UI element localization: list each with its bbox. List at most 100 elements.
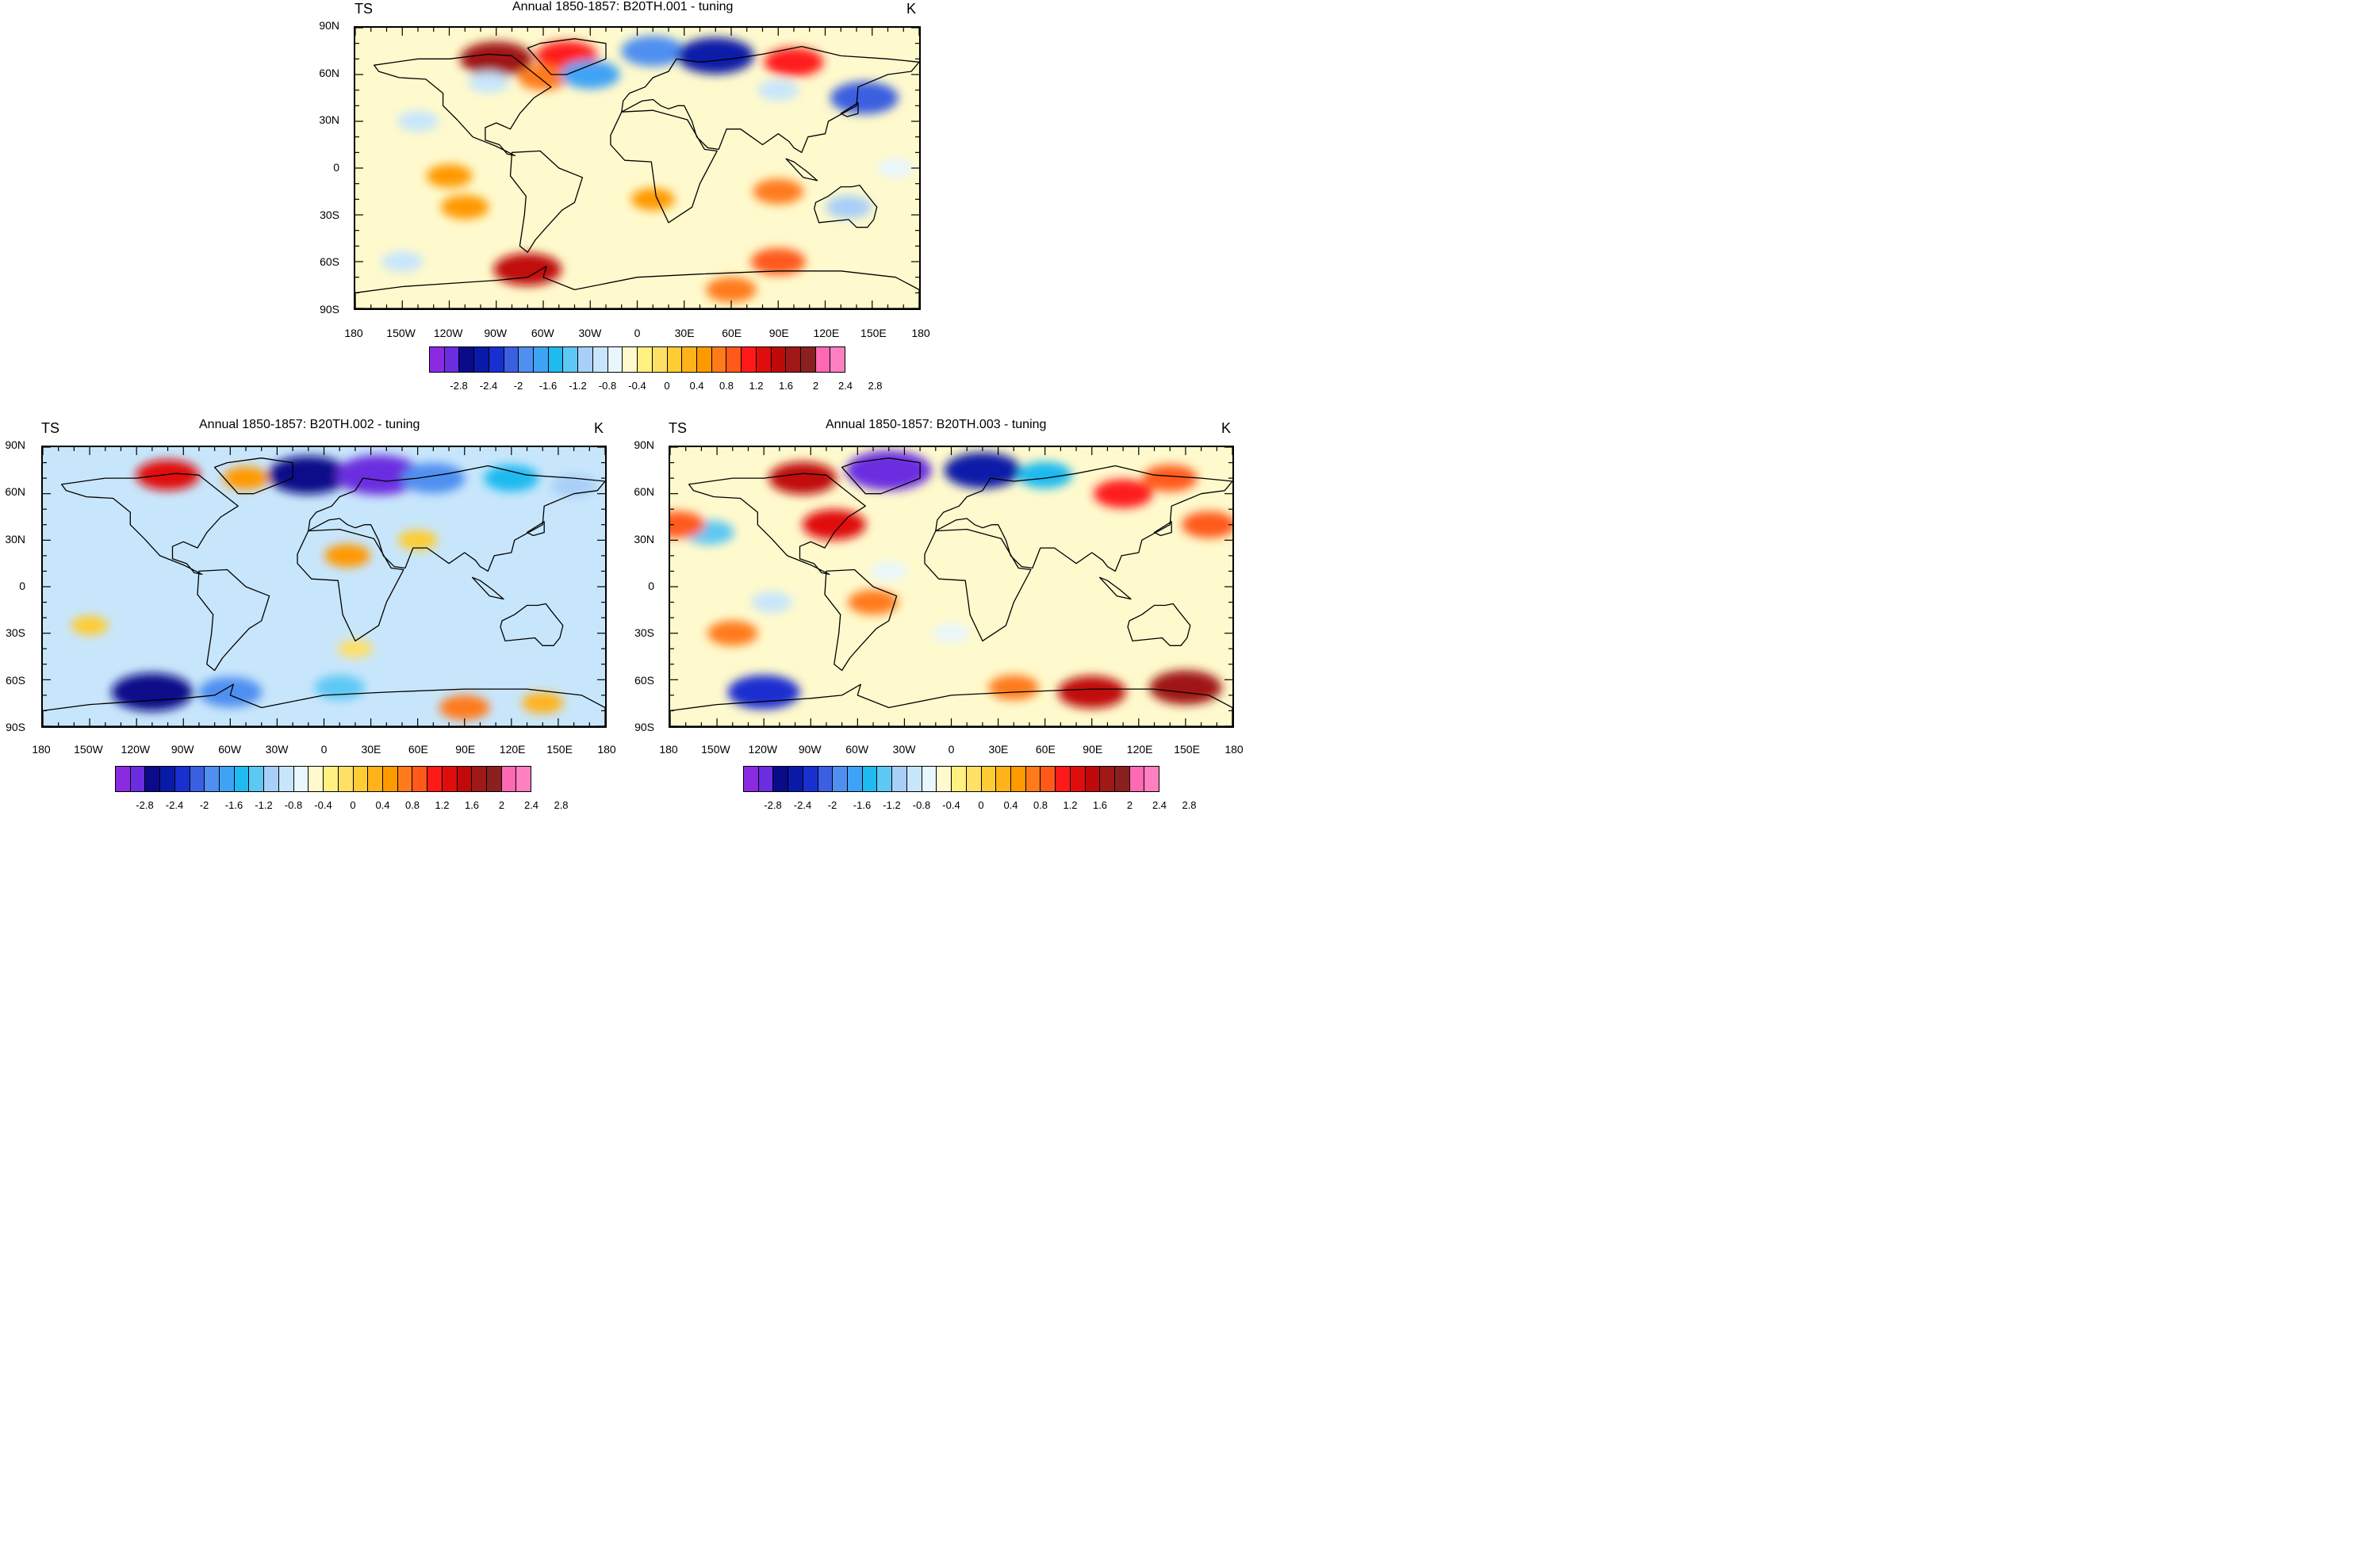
colorbar-swatch — [516, 767, 531, 791]
lon-tick-label: 30E — [361, 743, 381, 756]
anomaly-blob — [484, 465, 539, 492]
anomaly-field — [670, 450, 1232, 710]
anomaly-blob — [848, 589, 899, 615]
colorbar-swatch — [607, 347, 623, 372]
colorbar-label: 0.4 — [375, 799, 390, 811]
lat-tick-label: 90S — [6, 721, 25, 733]
lon-tick-label: 180 — [32, 743, 51, 756]
anomaly-blob — [337, 639, 373, 658]
colorbar-swatch — [800, 347, 816, 372]
colorbar-label: -2.8 — [450, 380, 468, 392]
colorbar-swatch — [638, 347, 653, 372]
coastline — [355, 266, 919, 308]
colorbar-swatch — [1144, 767, 1159, 791]
colorbar-swatch — [190, 767, 205, 791]
colorbar-swatch — [803, 767, 818, 791]
colorbar-swatch — [472, 767, 487, 791]
panel-title: Annual 1850-1857: B20TH.001 - tuning — [512, 0, 734, 13]
colorbar-swatch — [220, 767, 235, 791]
colorbar-swatch — [234, 767, 250, 791]
anomaly-blob — [876, 158, 914, 178]
colorbar-swatch — [788, 767, 803, 791]
colorbar-label: 0.8 — [404, 799, 420, 811]
colorbar-swatch — [548, 347, 564, 372]
colorbar-label: 1.6 — [778, 380, 794, 392]
lon-tick-label: 30E — [674, 327, 695, 339]
anomaly-blob — [757, 79, 799, 101]
lon-tick-label: 180 — [1224, 743, 1244, 756]
colorbar-label: -1.2 — [255, 799, 273, 811]
colorbar-swatch — [459, 347, 475, 372]
colorbar-swatch — [756, 347, 772, 372]
lon-tick-label: 60W — [531, 327, 554, 339]
colorbar-label: -2.4 — [793, 799, 812, 811]
anomaly-blob — [1181, 511, 1232, 538]
anomaly-blob — [802, 509, 866, 541]
lon-tick-label: 90W — [798, 743, 822, 756]
lon-tick-label: 120W — [121, 743, 151, 756]
colorbar-label: -0.4 — [628, 380, 646, 392]
lon-tick-label: 0 — [634, 327, 641, 339]
coastline — [840, 101, 859, 117]
colorbar-swatch — [830, 347, 845, 372]
coastline — [374, 53, 552, 156]
lon-tick-label: 150E — [860, 327, 887, 339]
coastline — [610, 109, 718, 224]
colorbar-label: -2.8 — [764, 799, 782, 811]
anomaly-blob — [223, 466, 269, 490]
colorbar-swatch — [652, 347, 668, 372]
panel-title: Annual 1850-1857: B20TH.003 - tuning — [826, 418, 1047, 431]
coastline — [527, 38, 607, 75]
anomaly-blob — [670, 511, 706, 538]
coastline — [1127, 603, 1191, 646]
colorbar-swatch — [430, 347, 445, 372]
colorbar-swatch — [862, 767, 878, 791]
anomaly-blob — [706, 277, 757, 303]
lon-tick-label: 150W — [74, 743, 103, 756]
colorbar-swatch — [442, 767, 458, 791]
colorbar-swatch — [174, 767, 190, 791]
lon-tick-label: 150E — [546, 743, 573, 756]
colorbar-swatch — [981, 767, 997, 791]
colorbar-label: 1.2 — [435, 799, 450, 811]
colorbar-swatch — [1056, 767, 1071, 791]
lat-tick-label: 60S — [6, 673, 25, 687]
colorbar-swatch — [1129, 767, 1145, 791]
anomaly-blob — [764, 48, 824, 77]
colorbar-swatch — [667, 347, 683, 372]
colorbar-swatch — [833, 767, 849, 791]
lon-tick-label: 90E — [1083, 743, 1103, 756]
anomaly-blob — [560, 59, 620, 90]
anomaly-blob — [707, 620, 758, 646]
anomaly-blob — [870, 561, 908, 581]
anomaly-blob — [518, 65, 569, 90]
anomaly-blob — [830, 81, 899, 115]
coastline — [841, 457, 921, 495]
colorbar-swatch — [815, 347, 831, 372]
colorbar — [429, 346, 845, 373]
anomaly-blob — [381, 251, 423, 273]
map-canvas — [670, 447, 1232, 726]
colorbar-swatch — [758, 767, 774, 791]
colorbar-swatch — [771, 347, 787, 372]
lon-tick-label: 60W — [218, 743, 242, 756]
anomaly-blob — [933, 623, 970, 643]
colorbar-label: 0 — [350, 799, 356, 811]
colorbar-label: -2.8 — [136, 799, 154, 811]
anomaly-blob — [1057, 675, 1126, 709]
colorbar-swatch — [592, 347, 608, 372]
lat-tick-label: 90N — [634, 438, 654, 451]
anomaly-blob — [440, 194, 489, 220]
coastline — [509, 150, 584, 253]
lon-tick-label: 30E — [988, 743, 1009, 756]
anomaly-blob — [267, 456, 349, 495]
colorbar-swatch — [773, 767, 789, 791]
colorbar-label: 0.4 — [1003, 799, 1018, 811]
anomaly-blob — [111, 672, 194, 711]
colorbar-swatch — [205, 767, 220, 791]
colorbar-swatch — [116, 767, 131, 791]
lat-tick-label: 60S — [320, 255, 339, 269]
lat-tick-label: 60N — [5, 485, 25, 499]
coastline — [670, 683, 1232, 726]
colorbar-swatch — [264, 767, 279, 791]
